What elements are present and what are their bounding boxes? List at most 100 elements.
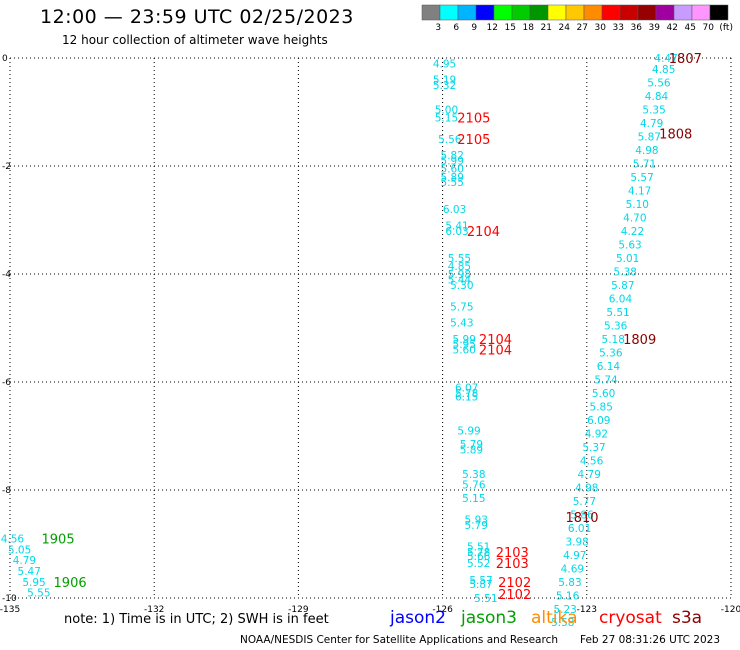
swh-value: 5.95	[453, 339, 476, 351]
swh-value: 4.85	[448, 261, 471, 273]
swh-value: 5.60	[592, 388, 615, 400]
pass-labels: 2105210521042104210421032103210221021807…	[42, 52, 702, 603]
swh-value: 5.78	[455, 388, 478, 400]
swh-value: 3.98	[565, 536, 588, 548]
swh-value: 5.52	[467, 558, 490, 570]
swh-value: 4.98	[575, 482, 598, 494]
scale-label: 42	[666, 23, 677, 33]
swh-value: 5.51	[606, 307, 629, 319]
swh-value: 5.95	[22, 577, 45, 589]
swh-value: 6.14	[597, 361, 621, 373]
x-tick-label: -132	[144, 605, 164, 615]
swh-value: 4.92	[585, 428, 608, 440]
swh-value: 5.60	[453, 345, 476, 357]
pass-number-label: 2102	[498, 576, 531, 591]
scale-label: 6	[453, 23, 459, 33]
scale-label: 39	[648, 23, 660, 33]
swh-value: 5.63	[618, 239, 641, 251]
swh-value: 4.97	[563, 550, 586, 562]
y-tick-label: -2	[2, 162, 11, 172]
scale-swatch	[601, 4, 621, 21]
scale-swatch	[637, 4, 657, 21]
swh-value: 5.86	[570, 509, 594, 521]
scale-label: 15	[504, 23, 515, 33]
swh-value: 6.03	[445, 226, 468, 238]
scale-label: 18	[522, 23, 534, 33]
swh-value: 5.85	[590, 401, 613, 413]
pass-number-label: 2102	[498, 588, 531, 603]
swh-value: 5.44	[448, 274, 472, 286]
x-tick-label: -123	[577, 605, 597, 615]
pass-number-label: 1905	[42, 533, 75, 548]
scale-swatch	[691, 4, 711, 21]
swh-value: 5.56	[647, 77, 671, 89]
scale-swatch	[619, 4, 639, 21]
swh-points: 4.955.195.325.005.155.565.825.995.605.89…	[1, 53, 678, 629]
swh-value: 4.79	[640, 118, 663, 130]
swh-value: 5.36	[599, 347, 623, 359]
swh-value: 5.99	[457, 426, 480, 438]
scale-swatch	[547, 4, 567, 21]
chart-subtitle: 12 hour collection of altimeter wave hei…	[62, 33, 328, 47]
swh-value: 4.85	[652, 64, 675, 76]
y-tick-label: -10	[2, 594, 17, 604]
swh-value: 6.07	[455, 382, 478, 394]
swh-value: 4.17	[628, 185, 651, 197]
scale-label: 36	[630, 23, 642, 33]
swh-value: 5.77	[573, 496, 596, 508]
swh-value: 5.87	[469, 579, 492, 591]
y-tick-label: 0	[2, 54, 8, 64]
legend-jason3: jason3	[461, 608, 517, 628]
pass-number-label: 2105	[457, 133, 490, 148]
pass-number-label: 1808	[659, 128, 692, 143]
swh-value: 5.55	[448, 253, 471, 265]
scale-label: 70	[702, 23, 714, 33]
swh-value: 5.76	[462, 480, 486, 492]
scale-label: 21	[540, 23, 551, 33]
legend-jason2: jason2	[390, 608, 446, 628]
scale-swatch	[421, 4, 441, 21]
scale-swatch	[439, 4, 459, 21]
swh-value: 5.05	[8, 544, 31, 556]
generated-timestamp: Feb 27 08:31:26 UTC 2023	[580, 634, 720, 646]
scale-label: 27	[576, 23, 587, 33]
scale-swatch	[565, 4, 585, 21]
swh-value: 5.41	[445, 220, 468, 232]
legend-altika: altika	[531, 608, 578, 628]
swh-value: 5.98	[448, 269, 471, 281]
swh-value: 6.15	[455, 392, 478, 404]
scale-label: (ft)	[719, 23, 733, 33]
swh-value: 5.51	[467, 542, 490, 554]
scale-swatch	[493, 4, 513, 21]
scale-swatch	[709, 4, 729, 21]
swh-value: 6.09	[587, 415, 610, 427]
chart-title: 12:00 — 23:59 UTC 02/25/2023	[40, 6, 354, 28]
scale-label: 12	[486, 23, 497, 33]
x-tick-label: -126	[432, 605, 453, 615]
swh-value: 4.79	[13, 555, 36, 567]
swh-value: 5.82	[441, 150, 464, 162]
swh-value: 6.03	[443, 204, 466, 216]
pass-number-label: 2105	[457, 111, 490, 126]
swh-value: 5.58	[551, 617, 574, 629]
footer-note: note: 1) Time is in UTC; 2) SWH is in fe…	[64, 612, 329, 627]
swh-value: 5.36	[604, 320, 628, 332]
swh-value: 4.47	[654, 53, 677, 65]
swh-value: 4.56	[1, 534, 25, 546]
pass-number-label: 1810	[565, 511, 598, 526]
swh-value: 5.38	[614, 266, 637, 278]
axis-tick-labels: -135 -132 -129 -126 -123 -120 0 -2 -4 -6 -8 -10	[0, 54, 740, 615]
x-tick-label: -135	[0, 605, 20, 615]
swh-value: 5.79	[460, 439, 483, 451]
scale-label: 9	[471, 23, 477, 33]
swh-value: 4.95	[433, 58, 456, 70]
legend-cryosat: cryosat	[599, 608, 662, 628]
scale-swatch	[583, 4, 603, 21]
swh-value: 5.19	[433, 75, 456, 87]
scale-swatch	[457, 4, 477, 21]
x-tick-label: -129	[288, 605, 309, 615]
swh-value: 5.30	[450, 280, 473, 292]
swh-value: 5.18	[602, 334, 625, 346]
swh-value: 5.15	[462, 493, 485, 505]
